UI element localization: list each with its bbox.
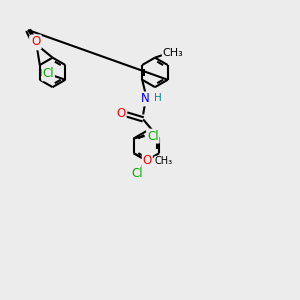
Text: O: O xyxy=(116,107,126,120)
Text: CH₃: CH₃ xyxy=(155,156,173,167)
Text: H: H xyxy=(154,93,161,103)
Text: CH₃: CH₃ xyxy=(163,48,184,58)
Text: Cl: Cl xyxy=(147,130,159,142)
Text: O: O xyxy=(32,35,41,48)
Text: Cl: Cl xyxy=(42,67,54,80)
Text: Cl: Cl xyxy=(131,167,143,180)
Text: O: O xyxy=(142,154,152,167)
Text: N: N xyxy=(30,36,39,50)
Text: N: N xyxy=(140,92,149,105)
